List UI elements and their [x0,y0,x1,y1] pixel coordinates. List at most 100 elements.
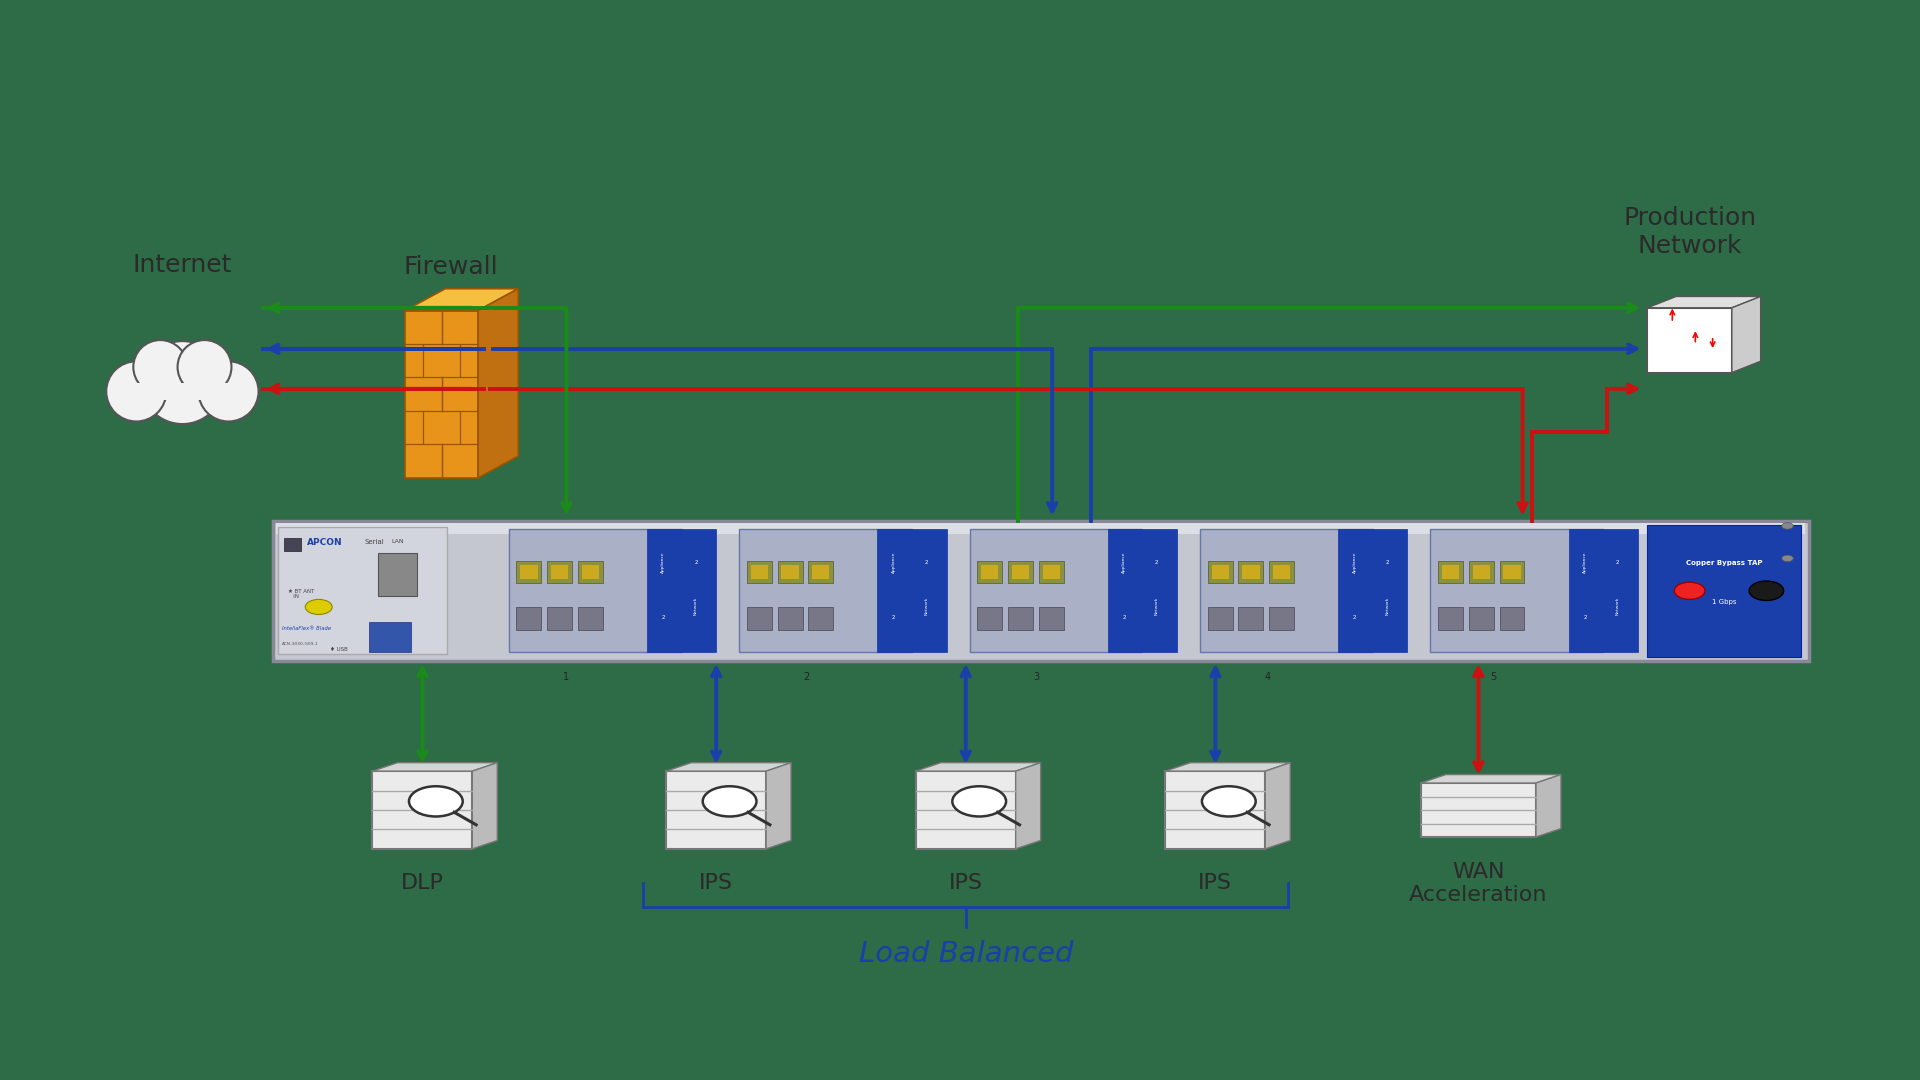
Ellipse shape [132,340,188,394]
Text: Serial: Serial [365,539,384,545]
Circle shape [1782,523,1793,529]
Text: DLP: DLP [401,874,444,893]
Text: ACN-3030-G09-1: ACN-3030-G09-1 [282,642,319,646]
Polygon shape [372,762,497,771]
FancyBboxPatch shape [977,561,1002,583]
FancyBboxPatch shape [739,529,912,652]
FancyBboxPatch shape [1008,607,1033,630]
FancyBboxPatch shape [1503,565,1521,579]
Text: WAN
Acceleration: WAN Acceleration [1409,862,1548,905]
FancyBboxPatch shape [278,527,447,654]
FancyBboxPatch shape [582,565,599,579]
FancyBboxPatch shape [578,607,603,630]
Polygon shape [478,288,518,477]
Text: IntellaFlex® Blade: IntellaFlex® Blade [282,626,332,631]
Ellipse shape [198,362,259,421]
FancyBboxPatch shape [1200,529,1373,652]
FancyBboxPatch shape [1273,565,1290,579]
Text: IPS: IPS [1198,874,1233,893]
FancyBboxPatch shape [1012,565,1029,579]
FancyBboxPatch shape [1108,529,1177,652]
FancyBboxPatch shape [578,561,603,583]
Text: Internet: Internet [132,253,232,276]
Text: Appliance: Appliance [1352,552,1357,573]
Polygon shape [1265,762,1290,849]
Text: ★ BT ANT
   IN: ★ BT ANT IN [288,589,315,599]
FancyBboxPatch shape [1043,565,1060,579]
FancyBboxPatch shape [1008,561,1033,583]
Circle shape [952,786,1006,816]
Circle shape [1674,582,1705,599]
Ellipse shape [140,341,225,424]
FancyBboxPatch shape [1039,561,1064,583]
Text: IPS: IPS [699,874,733,893]
Text: 2: 2 [1354,616,1356,620]
Polygon shape [1732,296,1761,373]
Circle shape [1202,786,1256,816]
Text: Network: Network [693,596,699,615]
FancyBboxPatch shape [1208,561,1233,583]
Text: Appliance: Appliance [891,552,897,573]
Text: Network: Network [924,596,929,615]
FancyBboxPatch shape [666,771,766,849]
FancyBboxPatch shape [812,565,829,579]
FancyBboxPatch shape [516,561,541,583]
FancyBboxPatch shape [1208,607,1233,630]
Text: 2: 2 [925,559,927,565]
Circle shape [1749,581,1784,600]
FancyBboxPatch shape [808,607,833,630]
FancyBboxPatch shape [378,553,417,596]
Text: 2: 2 [1584,616,1586,620]
Text: APCON: APCON [307,538,344,546]
FancyBboxPatch shape [1647,525,1801,657]
FancyBboxPatch shape [808,561,833,583]
Circle shape [703,786,756,816]
FancyBboxPatch shape [1421,783,1536,837]
Polygon shape [1647,296,1761,308]
Text: 3: 3 [1033,672,1041,681]
FancyBboxPatch shape [977,607,1002,630]
FancyBboxPatch shape [516,607,541,630]
FancyBboxPatch shape [1647,308,1732,373]
FancyBboxPatch shape [1165,771,1265,849]
Text: IPS: IPS [948,874,983,893]
FancyBboxPatch shape [1442,565,1459,579]
Text: Network: Network [1384,596,1390,615]
Text: Appliance: Appliance [1121,552,1127,573]
FancyBboxPatch shape [1469,607,1494,630]
Text: 2: 2 [893,616,895,620]
Text: Copper Bypass TAP: Copper Bypass TAP [1686,559,1763,566]
Text: 2: 2 [1386,559,1388,565]
Text: 4: 4 [1263,672,1271,681]
Text: 2: 2 [662,616,664,620]
Text: Appliance: Appliance [660,552,666,573]
Polygon shape [766,762,791,849]
FancyBboxPatch shape [1338,529,1407,652]
Text: Load Balanced: Load Balanced [858,940,1073,968]
Text: Production
Network: Production Network [1622,206,1757,258]
Polygon shape [1421,774,1561,783]
FancyBboxPatch shape [547,607,572,630]
Text: Appliance: Appliance [1582,552,1588,573]
Ellipse shape [106,362,167,421]
Text: 2: 2 [1156,559,1158,565]
Text: 2: 2 [1123,616,1125,620]
FancyBboxPatch shape [1039,607,1064,630]
FancyBboxPatch shape [1438,561,1463,583]
Polygon shape [666,762,791,771]
FancyBboxPatch shape [1438,607,1463,630]
Polygon shape [472,762,497,849]
FancyBboxPatch shape [369,622,411,652]
Polygon shape [1016,762,1041,849]
Circle shape [1782,555,1793,562]
Text: LAN: LAN [392,539,403,544]
Text: 2: 2 [1617,559,1619,565]
Text: 2: 2 [695,559,697,565]
FancyBboxPatch shape [778,561,803,583]
Circle shape [305,599,332,615]
FancyBboxPatch shape [1212,565,1229,579]
Text: 1 Gbps: 1 Gbps [1713,599,1736,605]
FancyBboxPatch shape [547,561,572,583]
FancyBboxPatch shape [1269,561,1294,583]
FancyBboxPatch shape [970,529,1142,652]
